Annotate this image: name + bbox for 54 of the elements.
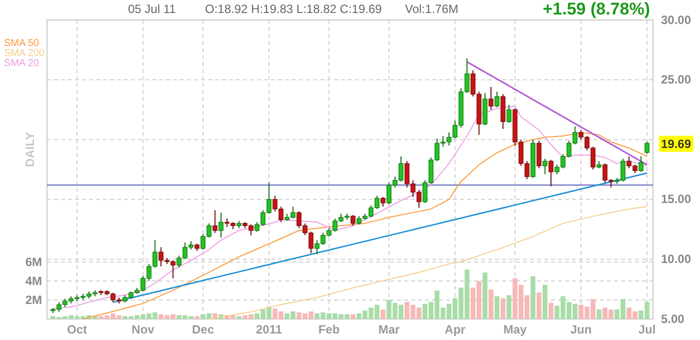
y-tick-label: 30.00 (661, 12, 692, 27)
text: SMA 50 (4, 38, 40, 49)
text: 05 Jul 11 (128, 2, 176, 16)
candlestick (218, 212, 224, 238)
line-series (208, 206, 648, 320)
x-tick-label: 2011 (256, 322, 282, 337)
y2-tick-label: 6M (25, 254, 42, 269)
y2-tick-label: 2M (25, 292, 42, 307)
x-tick-label: May (503, 322, 527, 337)
text: +1.59 (8.78%) (542, 0, 650, 19)
candlestick (488, 86, 494, 110)
x-tick-label: Oct (66, 322, 88, 337)
candlestick (350, 214, 356, 226)
y-tick-label: 25.00 (661, 72, 692, 87)
bar (380, 310, 386, 319)
bar (500, 298, 506, 319)
candlestick (212, 210, 218, 234)
x-tick-label: Jul (638, 322, 656, 337)
candlestick (542, 158, 548, 175)
y-tick-label: 10.00 (661, 252, 692, 266)
text: Vol:1.76M (405, 2, 458, 16)
x-tick-label: Apr (444, 322, 466, 337)
bar (548, 302, 554, 319)
bar (536, 292, 542, 319)
x-tick-label: Feb (318, 322, 340, 337)
bar (506, 295, 512, 319)
bar (482, 272, 488, 319)
x-tick-label: Nov (132, 322, 155, 337)
candlestick (536, 140, 542, 169)
y-tick-label: 5.00 (661, 312, 685, 326)
candlestick (548, 159, 554, 187)
text: 19.69 (661, 136, 692, 151)
bar (494, 296, 500, 319)
x-tick-label: Mar (378, 322, 400, 337)
bar (194, 316, 200, 319)
bar (350, 314, 356, 319)
candlestick (638, 156, 644, 172)
bar (530, 276, 536, 319)
candlestick (506, 104, 512, 124)
y-tick-label: 15.00 (661, 192, 692, 206)
y2-tick-label: 4M (25, 274, 42, 288)
x-tick-label: Dec (192, 322, 214, 337)
bar (542, 284, 548, 319)
text: SMA 20 (4, 58, 40, 69)
bar (236, 316, 242, 319)
candlestick (380, 196, 386, 208)
text: SMA 200 (4, 48, 46, 59)
candlestick (494, 91, 500, 108)
line-series (82, 132, 648, 320)
candlestick (644, 141, 650, 154)
bar (596, 310, 602, 319)
bar (488, 290, 494, 319)
text: O:18.92 H:19.83 L:18.82 C:19.69 (205, 2, 382, 16)
x-tick-label: Jun (570, 322, 592, 337)
